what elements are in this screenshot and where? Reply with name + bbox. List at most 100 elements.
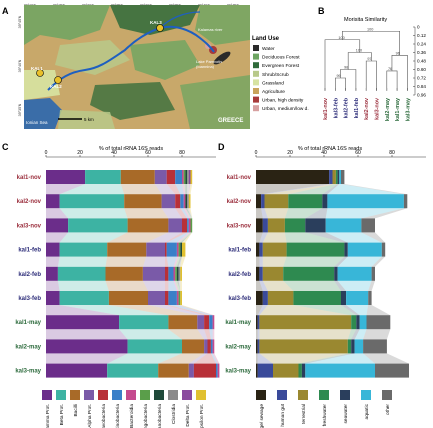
similarity-tick-label: 0.60 <box>417 67 426 72</box>
legend-label: Epsilon Prot. <box>199 404 205 428</box>
transition-band <box>183 184 186 195</box>
bar-segment <box>59 291 109 305</box>
transition-band <box>197 329 208 340</box>
transition-band <box>107 353 182 364</box>
site-markers: KAL1 KAL2 KAL3 <box>31 20 164 89</box>
bar-segment <box>403 194 408 209</box>
transition-band <box>165 232 188 243</box>
legend-label: Beta Prot. <box>59 404 65 425</box>
map-latitude-ticks: 39°45'N 39°40'N 39°35'N <box>18 15 22 116</box>
similarity-tick-label: 0.72 <box>417 76 426 81</box>
bar-segment <box>168 218 182 233</box>
transition-band <box>176 232 191 243</box>
bar-category-label: kal3-may <box>15 369 41 375</box>
transition-band <box>168 329 205 340</box>
transition-band <box>256 329 258 340</box>
bar-segment <box>256 291 263 305</box>
transition-band <box>166 256 177 267</box>
shrub-patch <box>55 40 130 75</box>
transition-band <box>188 208 193 219</box>
x-tick-label: 0 <box>45 150 48 156</box>
bar-segment <box>305 218 326 233</box>
transition-band <box>175 280 181 291</box>
bar-category-label: kal2-may <box>15 344 41 350</box>
transition-band <box>347 329 357 340</box>
transition-band <box>148 305 205 316</box>
transition-band <box>142 256 165 267</box>
bar-segment <box>182 170 184 184</box>
grassland-patch <box>24 70 60 100</box>
legend-swatch <box>196 390 206 400</box>
transition-band <box>154 184 176 195</box>
transition-band <box>165 305 210 316</box>
land-use-legend-label: Water <box>262 46 275 52</box>
transition-band <box>105 280 148 291</box>
bootstrap-value: 99 <box>336 74 340 78</box>
legend-label: Delta Prot. <box>185 404 191 427</box>
bar-segment <box>178 291 181 305</box>
transition-band <box>178 305 215 316</box>
taxonomy-legend: Gamma Prot. Beta Prot. Bacilli Alpha Prot. F… <box>42 390 206 428</box>
transition-band <box>259 305 352 316</box>
deciduous-forest-patch-ne <box>195 5 250 45</box>
land-use-swatch <box>253 105 259 112</box>
bootstrap-value: 96 <box>396 51 400 55</box>
transition-band <box>363 353 409 364</box>
bar-segment <box>293 291 341 305</box>
bar-segment <box>329 170 333 184</box>
bar-segment <box>188 170 191 184</box>
legend-label: Gamma Prot. <box>45 404 51 428</box>
legend-swatch <box>42 390 52 400</box>
bar-segment <box>46 315 120 330</box>
bar-category-label: kal1-feb <box>18 248 41 254</box>
panel-d-xlabel: % of total rRNA 16S reads <box>298 146 362 152</box>
transition-band <box>180 232 193 243</box>
transition-band <box>262 280 294 291</box>
legend-swatch <box>319 390 329 400</box>
bar-segment <box>182 242 186 257</box>
bar-category-label: kal3-nov <box>17 223 42 229</box>
bar-category-label: kal2-nov <box>227 199 252 205</box>
habitat-legend: sludge/ sewage human gut terrestrial freshw… <box>256 390 392 428</box>
legend-label: seawater <box>343 404 349 424</box>
legend-swatch <box>361 390 371 400</box>
dendrogram-leaf-label: kal1-may <box>395 98 401 121</box>
bar-segment <box>180 194 184 209</box>
land-use-legend: Land Use Water Deciduous Forest Evergreen … <box>252 36 309 112</box>
transition-band <box>259 329 352 340</box>
bar-segment <box>46 266 58 281</box>
bar-segment <box>262 218 268 233</box>
bar-segment <box>176 291 179 305</box>
transition-band <box>256 256 260 267</box>
lat-tick-label: 39°40'N <box>18 59 22 72</box>
transition-band <box>256 184 330 195</box>
bar-segment <box>185 170 188 184</box>
transition-band <box>261 208 268 219</box>
site-kal2-label: KAL2 <box>50 84 62 89</box>
transition-band <box>59 184 125 195</box>
bar-segment <box>108 291 148 305</box>
site-kal1-marker <box>36 69 44 77</box>
transition-band <box>178 256 182 267</box>
bar-segment <box>337 266 372 281</box>
bar-segment <box>187 194 189 209</box>
bar-segment <box>185 194 188 209</box>
bar-segment <box>256 242 260 257</box>
transition-band <box>175 208 188 219</box>
transition-band <box>175 256 181 267</box>
dendrogram-leaf-label: kal2-feb <box>344 97 350 118</box>
x-tick-label: 80 <box>179 150 185 156</box>
panel-a-letter: A <box>2 6 9 16</box>
bar-segment <box>85 170 121 184</box>
transition-band <box>180 256 186 267</box>
bar-segment <box>107 363 159 378</box>
transition-band <box>176 256 182 267</box>
transition-band <box>57 280 109 291</box>
bar-segment <box>178 242 181 257</box>
bar-segment <box>207 339 211 354</box>
legend-label: Actinobacteria <box>115 404 121 428</box>
bar-segment <box>127 218 169 233</box>
bar-segment <box>154 170 167 184</box>
legend-label: Bacilli <box>73 404 79 417</box>
land-use-swatch <box>253 96 259 103</box>
